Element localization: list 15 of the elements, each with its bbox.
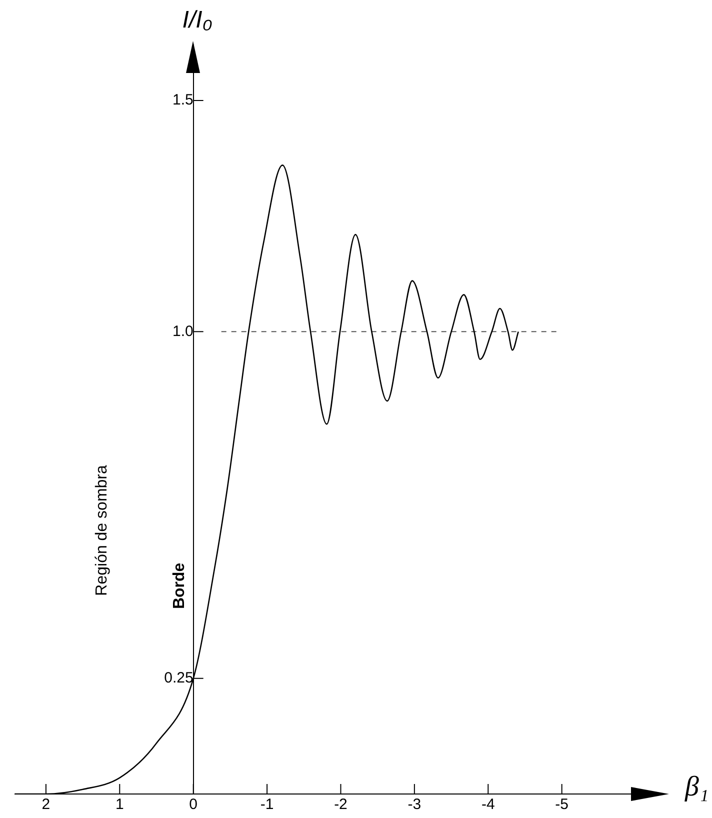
annotation: Región de sombra [94,464,111,596]
x-tick-label: -3 [408,796,422,814]
x-tick-label: -4 [481,796,495,814]
x-tick-label: -2 [334,796,348,814]
x-tick-label: 1 [115,796,124,814]
x-axis-title: β₁ [684,771,709,802]
x-tick-label: 2 [42,796,50,814]
x-tick-label: 0 [189,796,198,814]
annotation: Borde [170,562,188,610]
y-axis-title: I/I₀ [182,6,212,34]
y-tick-label: 1.5 [172,92,194,109]
y-tick-label: 0.25 [164,670,194,687]
y-tick-label: 1.0 [172,322,194,340]
x-tick-label: -5 [555,796,568,814]
x-tick-label: -1 [260,796,274,814]
